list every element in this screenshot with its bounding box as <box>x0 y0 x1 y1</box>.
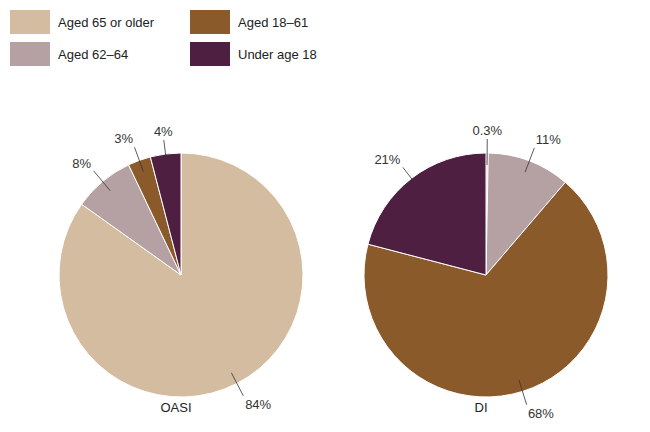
svg-text:3%: 3% <box>114 131 133 146</box>
svg-text:8%: 8% <box>72 156 91 171</box>
html-text:OASI: OASI <box>160 400 192 415</box>
html-text:Aged 65 or older: Aged 65 or older <box>58 14 155 30</box>
svg-text:0.3%: 0.3% <box>472 123 502 138</box>
svg-text:11%: 11% <box>536 132 561 147</box>
svg-text:21%: 21% <box>374 152 400 167</box>
svg-text:4%: 4% <box>154 124 173 139</box>
html-text:Under age 18: Under age 18 <box>238 46 317 62</box>
svg-text:84%: 84% <box>245 397 271 412</box>
html-text:Aged 18–61: Aged 18–61 <box>238 14 309 30</box>
html-text:Aged 62–64: Aged 62–64 <box>58 46 129 62</box>
svg-text:68%: 68% <box>528 406 554 421</box>
html-text:DI: DI <box>474 400 488 415</box>
